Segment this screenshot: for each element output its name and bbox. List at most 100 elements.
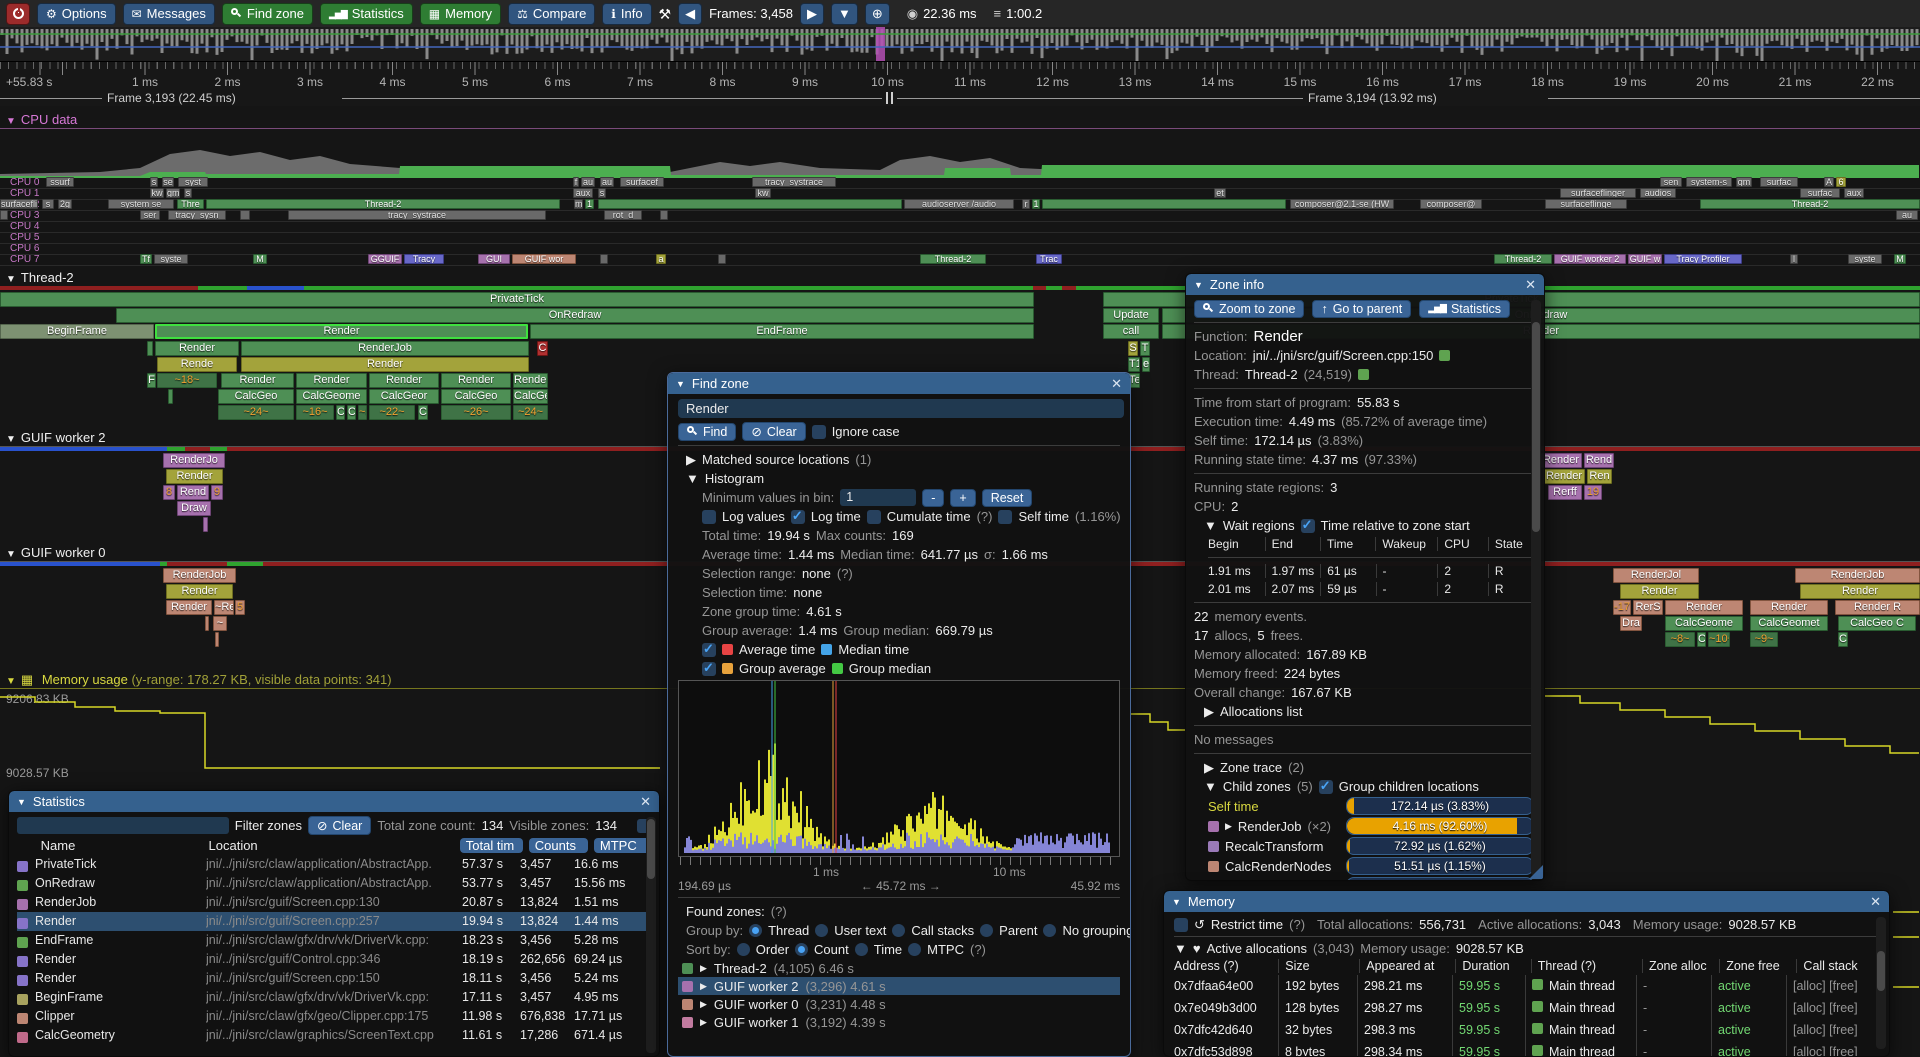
options-button[interactable]: ⚙ Options (37, 2, 116, 25)
timeline-zone[interactable]: RenderJol (1613, 568, 1699, 583)
cpu-zone[interactable]: aux (573, 188, 593, 198)
cpu-zone[interactable]: Thread-2 (1494, 254, 1552, 264)
timeline-zone[interactable] (203, 517, 208, 532)
checkbox[interactable] (790, 508, 805, 524)
cpu-zone[interactable]: syste (154, 254, 188, 264)
cpu-zone[interactable]: s (598, 188, 606, 198)
cpu-zone[interactable]: rot_d (604, 210, 642, 220)
zone-group-row[interactable]: ▶ Thread-2 (4,105) 6.46 s (678, 959, 1120, 977)
cpu-zone[interactable]: Tracy (404, 254, 444, 264)
timeline-zone[interactable]: ~8~ (1665, 632, 1695, 647)
memory-column-call-stack[interactable]: Call stack (1796, 959, 1879, 973)
allocation-row[interactable]: 0x7dfc42d640 32 bytes 298.3 ms 59.95 s Main … (1174, 1019, 1879, 1041)
memory-titlebar[interactable]: ▼ Memory ✕ (1164, 891, 1889, 912)
statistics-row[interactable]: Render jni/../jni/src/guif/Screen.cpp:257… (17, 912, 651, 931)
radio-button[interactable] (980, 924, 994, 937)
bin-decrease-button[interactable]: - (922, 488, 945, 507)
timeline-zone[interactable]: Render (369, 373, 439, 388)
timeline-zone[interactable] (205, 616, 209, 631)
messages-button[interactable]: ✉ Messages (122, 2, 215, 25)
statistics-row[interactable]: BeginFrame jni/../jni/src/claw/gfx/drv/vk… (17, 988, 651, 1007)
timeline-zone[interactable]: Render (1750, 600, 1828, 615)
timeline-zone[interactable] (168, 389, 173, 404)
find-zone-button[interactable]: Find zone (221, 2, 313, 25)
statistics-row[interactable]: EndFrame jni/../jni/src/claw/gfx/drv/vk/D… (17, 931, 651, 950)
timeline-zone[interactable]: C (1838, 632, 1848, 647)
cpu-zone[interactable]: system-s (1686, 177, 1732, 187)
timeline-zone[interactable]: ~8~ (358, 405, 367, 420)
timeline-zone[interactable]: PrivateTick (0, 292, 1034, 307)
cpu-zone[interactable]: kw (755, 188, 771, 198)
radio-button[interactable] (908, 943, 922, 956)
time-ruler[interactable]: +55.83 s 1 ms 2 ms 3 ms 4 ms 5 ms 6 ms 7 ms 8 m… (0, 61, 1920, 91)
checkbox[interactable] (1174, 917, 1188, 932)
timeline-zone[interactable]: Render (296, 373, 367, 388)
cpu-zone[interactable]: tracy_systrace (288, 210, 546, 220)
power-button[interactable] (6, 2, 30, 25)
timeline-zone[interactable]: Render (155, 341, 239, 356)
statistics-titlebar[interactable]: ▼ Statistics ✕ (9, 791, 659, 812)
cpu-zone[interactable]: 6 (1836, 177, 1846, 187)
frame-overview[interactable] (0, 27, 1920, 64)
timeline-zone[interactable]: call (1103, 324, 1159, 339)
cpu-zone[interactable]: ser (140, 210, 160, 220)
timeline-zone[interactable] (215, 632, 219, 647)
next-frame-button[interactable]: ▶ (799, 2, 824, 25)
timeline-zone[interactable]: CalcGeo (513, 389, 548, 404)
cpu-zone[interactable]: A (1824, 177, 1834, 187)
cpu-zone[interactable]: M (1894, 254, 1906, 264)
cpu-zone[interactable]: Thread-2 (920, 254, 986, 264)
allocation-row[interactable]: 0x7e049b3d00 128 bytes 298.27 ms 59.95 s Mai… (1174, 997, 1879, 1019)
timeline-zone[interactable]: S (1128, 341, 1138, 356)
radio-button[interactable] (736, 943, 750, 956)
timeline-zone[interactable]: ~26~ (441, 405, 511, 420)
tools-icon[interactable]: ⚒ (658, 5, 672, 22)
cpu-zone[interactable] (600, 254, 608, 264)
ignore-case-checkbox[interactable] (811, 424, 826, 439)
close-icon[interactable]: ✕ (1870, 893, 1881, 909)
child-zone-row[interactable]: CalcRenderNodes 51.51 µs (1.15%) (1208, 856, 1534, 876)
timeline-zone[interactable]: Rerff (1548, 485, 1582, 500)
section-header-thread2[interactable]: ▼ Thread-2 (6, 270, 74, 285)
cpu-zone[interactable]: s (184, 188, 192, 198)
section-header-guif-worker-0[interactable]: ▼ GUIF worker 0 (6, 545, 106, 560)
go-to-parent-button[interactable]: ↑ Go to parent (1312, 299, 1412, 318)
checkbox[interactable] (1318, 778, 1333, 794)
timeline-zone[interactable]: Render (1543, 469, 1585, 484)
timeline-zone[interactable]: BeginFrame (0, 324, 154, 339)
timeline-zone[interactable]: Rend (177, 485, 209, 500)
timeline-zone[interactable]: CalcGeo C (1838, 616, 1916, 631)
timeline-zone[interactable]: CalcGeo (441, 389, 511, 404)
column-name[interactable]: Name (40, 837, 76, 853)
timeline-zone[interactable]: RenderJob (1795, 568, 1920, 583)
allocation-row[interactable]: 0x7dfaa64e00 192 bytes 298.21 ms 59.95 s Mai… (1174, 975, 1879, 997)
compare-button[interactable]: ⚖ Compare (508, 2, 596, 25)
statistics-row[interactable]: Render jni/../jni/src/guif/Control.cpp:34… (17, 950, 651, 969)
cpu-zone[interactable]: syste (1848, 254, 1882, 264)
timeline-zone[interactable]: RerS (1633, 600, 1663, 615)
timeline-zone[interactable]: Render (1665, 600, 1743, 615)
clear-filter-button[interactable]: ⊘ Clear (307, 816, 372, 835)
column-counts[interactable]: Counts (528, 837, 588, 853)
resize-grip[interactable] (1529, 865, 1543, 879)
timeline-zone[interactable]: ~16~ (296, 405, 334, 420)
cpu-zone[interactable]: ssurf (46, 177, 74, 187)
radio-button[interactable] (749, 924, 763, 937)
cpu-zone[interactable] (240, 210, 250, 220)
statistics-row[interactable]: OnRedraw jni/../jni/src/claw/application/… (17, 874, 651, 893)
find-zone-titlebar[interactable]: ▼ Find zone ✕ (668, 373, 1130, 394)
checkbox[interactable] (702, 509, 716, 524)
cpu-zone[interactable]: sen (1660, 177, 1682, 187)
cpu-zone[interactable]: surfacef (620, 177, 664, 187)
timeline-zone[interactable] (147, 341, 153, 356)
timeline-zone[interactable]: ~10~ (1708, 632, 1730, 647)
memory-column-zone-alloc[interactable]: Zone alloc (1641, 959, 1713, 973)
radio-button[interactable] (1043, 924, 1057, 937)
clear-button[interactable]: ⊘ Clear (742, 422, 806, 441)
cpu-zone[interactable]: surfaceflinger (1560, 188, 1636, 198)
timeline-zone[interactable]: C (336, 405, 345, 420)
timeline-zone[interactable]: RenderJob (241, 341, 529, 356)
cpu-zone[interactable]: GUIF wor (512, 254, 576, 264)
cpu-zone[interactable]: et (1214, 188, 1226, 198)
timeline-zone[interactable]: ~9~ (1750, 632, 1778, 647)
